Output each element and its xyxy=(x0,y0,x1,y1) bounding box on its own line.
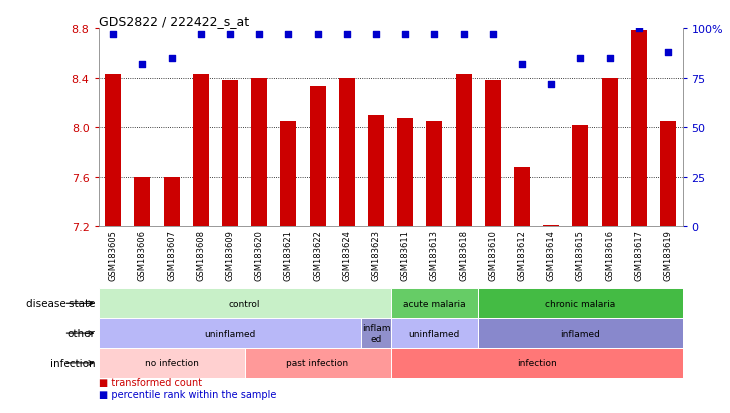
Bar xyxy=(368,116,384,227)
Point xyxy=(253,31,265,38)
Bar xyxy=(456,75,472,227)
Bar xyxy=(397,119,413,227)
Bar xyxy=(339,78,355,227)
Point xyxy=(662,49,674,56)
Point xyxy=(137,61,148,68)
Bar xyxy=(478,318,683,348)
Point xyxy=(516,61,528,68)
Text: ■ percentile rank within the sample: ■ percentile rank within the sample xyxy=(99,389,276,399)
Point xyxy=(487,31,499,38)
Bar xyxy=(193,75,209,227)
Bar xyxy=(514,167,530,227)
Bar xyxy=(99,318,361,348)
Point xyxy=(399,31,411,38)
Text: control: control xyxy=(228,299,261,308)
Point xyxy=(107,31,119,38)
Bar xyxy=(310,87,326,227)
Text: disease state: disease state xyxy=(26,299,96,309)
Point xyxy=(312,31,323,38)
Bar xyxy=(426,122,442,227)
Text: chronic malaria: chronic malaria xyxy=(545,299,615,308)
Bar xyxy=(222,81,238,227)
Point xyxy=(370,31,382,38)
Bar xyxy=(485,81,501,227)
Text: no infection: no infection xyxy=(145,358,199,368)
Text: ■ transformed count: ■ transformed count xyxy=(99,377,201,387)
Bar xyxy=(251,78,267,227)
Text: inflamed: inflamed xyxy=(561,329,600,338)
Text: uninflamed: uninflamed xyxy=(409,329,460,338)
Bar xyxy=(572,126,588,227)
Text: infection: infection xyxy=(50,358,96,368)
Text: past infection: past infection xyxy=(286,358,349,368)
Text: uninflamed: uninflamed xyxy=(204,329,255,338)
Text: infection: infection xyxy=(517,358,556,368)
Bar xyxy=(361,318,391,348)
Point xyxy=(195,31,207,38)
Bar xyxy=(99,289,391,318)
Text: other: other xyxy=(68,328,96,338)
Point xyxy=(341,31,353,38)
Point xyxy=(575,55,586,62)
Bar xyxy=(105,75,121,227)
Bar xyxy=(164,177,180,227)
Point xyxy=(283,31,294,38)
Bar xyxy=(391,348,683,378)
Point xyxy=(166,55,177,62)
Bar xyxy=(134,177,150,227)
Point xyxy=(458,31,469,38)
Bar xyxy=(245,348,391,378)
Bar xyxy=(391,318,478,348)
Point xyxy=(604,55,615,62)
Bar xyxy=(280,122,296,227)
Bar xyxy=(391,289,478,318)
Point xyxy=(633,26,645,32)
Text: inflam
ed: inflam ed xyxy=(361,324,391,343)
Text: acute malaria: acute malaria xyxy=(403,299,466,308)
Bar xyxy=(602,78,618,227)
Bar xyxy=(99,348,245,378)
Bar xyxy=(543,225,559,227)
Bar xyxy=(631,31,647,227)
Point xyxy=(224,31,236,38)
Bar xyxy=(478,289,683,318)
Text: GDS2822 / 222422_s_at: GDS2822 / 222422_s_at xyxy=(99,15,249,28)
Point xyxy=(545,81,557,88)
Bar xyxy=(660,122,676,227)
Point xyxy=(429,31,440,38)
